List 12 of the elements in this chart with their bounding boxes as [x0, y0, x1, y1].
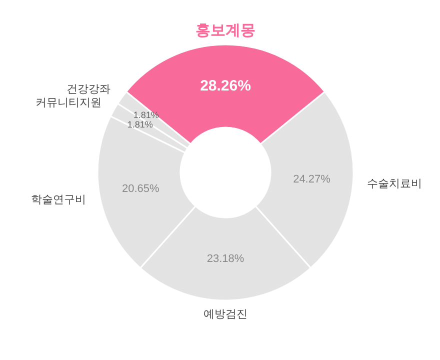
data-label: 1.81% [127, 119, 153, 130]
slice-label: 학술연구비 [31, 194, 86, 206]
slice-label: 수술치료비 [367, 178, 422, 190]
slice-label: 건강강좌 [66, 83, 110, 96]
slice-label: 홍보계몽 [196, 22, 256, 39]
data-label: 1.81% [133, 110, 159, 120]
data-label: 23.18% [206, 253, 244, 265]
data-label: 24.27% [293, 173, 331, 186]
data-label: 20.65% [122, 183, 160, 196]
slice-label: 예방검진 [204, 308, 248, 320]
data-label: 28.26% [200, 78, 251, 94]
slice-label: 커뮤니티지원 [36, 96, 102, 109]
